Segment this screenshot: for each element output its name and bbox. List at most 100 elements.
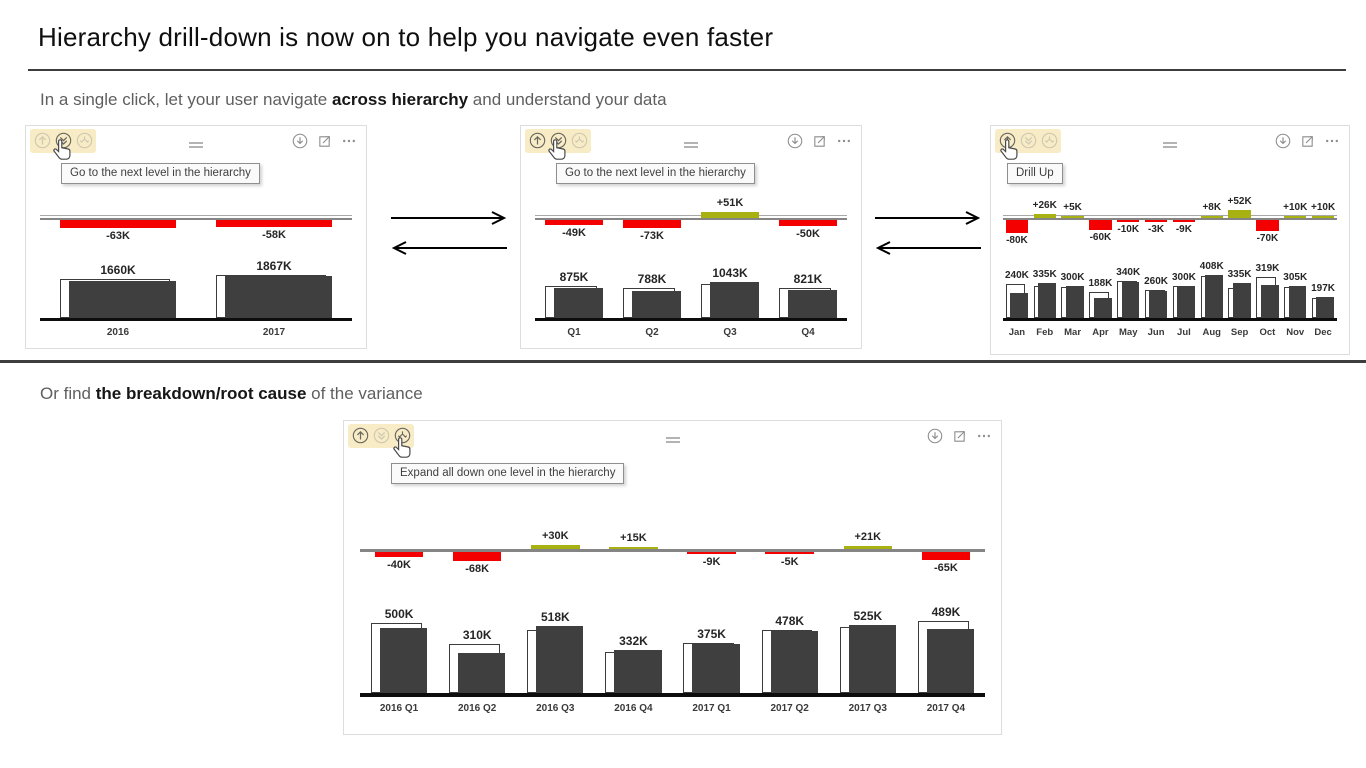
variance-bar[interactable] (701, 212, 759, 218)
more-options-icon[interactable] (1324, 133, 1340, 149)
circled-down-arrow-icon[interactable] (292, 133, 308, 149)
drag-handle-icon[interactable] (188, 136, 204, 154)
actual-bar[interactable] (1205, 275, 1223, 318)
focus-mode-icon[interactable] (952, 429, 967, 444)
focus-mode-icon[interactable] (812, 134, 827, 149)
variance-bar[interactable] (765, 552, 814, 554)
variance-label: +10K (1283, 202, 1308, 213)
variance-bar[interactable] (687, 552, 736, 554)
section-divider (0, 360, 1366, 363)
variance-bar[interactable] (216, 220, 332, 227)
expand-all-icon[interactable] (571, 132, 588, 149)
category-label: 2017 Q1 (692, 703, 731, 714)
actual-bar[interactable] (536, 626, 584, 693)
actual-bar[interactable] (1288, 286, 1307, 318)
more-options-icon[interactable] (341, 133, 357, 149)
variance-bar[interactable] (1061, 216, 1084, 218)
category-label: 2016 Q1 (379, 703, 419, 714)
variance-label: -60K (1089, 232, 1112, 243)
focus-mode-icon[interactable] (317, 134, 332, 149)
actual-bar[interactable] (692, 644, 740, 693)
expand-all-icon[interactable] (1041, 132, 1058, 149)
drill-down-icon[interactable] (1020, 132, 1037, 149)
drag-handle-icon[interactable] (1162, 136, 1178, 154)
actual-bar[interactable] (1260, 285, 1279, 318)
drill-up-icon[interactable] (352, 427, 369, 444)
drill-down-icon[interactable] (373, 427, 390, 444)
actual-bar[interactable] (1065, 286, 1084, 318)
actual-bar[interactable] (788, 290, 837, 318)
variance-bar[interactable] (1228, 210, 1251, 218)
drag-handle-icon[interactable] (665, 431, 681, 449)
variance-bar[interactable] (1284, 216, 1307, 218)
value-label: 260K (1144, 276, 1169, 287)
variance-bar[interactable] (843, 546, 893, 549)
actual-bar[interactable] (614, 650, 662, 693)
hand-cursor-icon (547, 138, 568, 168)
variance-label: -9K (702, 556, 721, 568)
variance-bar[interactable] (60, 220, 176, 228)
more-options-icon[interactable] (836, 133, 852, 149)
variance-bar[interactable] (545, 220, 603, 225)
circled-down-arrow-icon[interactable] (787, 133, 803, 149)
variance-bar[interactable] (531, 545, 580, 549)
tooltip: Expand all down one level in the hierarc… (391, 463, 625, 484)
expand-all-icon[interactable] (76, 132, 93, 149)
actual-bar[interactable] (554, 288, 603, 318)
variance-bar[interactable] (1172, 220, 1196, 222)
variance-label: -80K (1006, 235, 1028, 246)
actual-bar[interactable] (1232, 283, 1251, 318)
title-divider (28, 69, 1346, 71)
actual-bar[interactable] (710, 282, 759, 318)
circled-down-arrow-icon[interactable] (927, 428, 943, 444)
variance-bar[interactable] (1089, 220, 1112, 230)
variance-bar[interactable] (452, 552, 502, 561)
variance-bar[interactable] (779, 220, 837, 226)
actual-bar[interactable] (1121, 282, 1140, 318)
category-label: Nov (1286, 327, 1305, 338)
variance-label: +10K (1310, 202, 1336, 213)
caption-text: of the variance (306, 384, 423, 403)
actual-bar[interactable] (69, 281, 176, 318)
drag-handle-icon[interactable] (683, 136, 699, 154)
actual-bar[interactable] (1177, 286, 1196, 318)
variance-label: +26K (1032, 200, 1057, 211)
variance-bar[interactable] (1005, 220, 1029, 233)
variance-bar[interactable] (1311, 216, 1335, 218)
actual-bar[interactable] (632, 291, 681, 318)
value-label: 478K (775, 614, 805, 628)
drill-up-icon[interactable] (529, 132, 546, 149)
variance-label: +51K (716, 197, 744, 209)
variance-label: +52K (1227, 196, 1252, 207)
drill-up-icon[interactable] (34, 132, 51, 149)
actual-bar[interactable] (926, 629, 975, 693)
category-label: 2016 Q2 (458, 703, 497, 714)
variance-bar[interactable] (1033, 214, 1056, 218)
variance-bar[interactable] (1144, 220, 1168, 222)
variance-bar[interactable] (609, 547, 658, 549)
focus-mode-icon[interactable] (1300, 134, 1315, 149)
panel-header (521, 126, 861, 156)
actual-bar[interactable] (770, 631, 818, 693)
category-label: Feb (1036, 327, 1054, 338)
actual-bar[interactable] (1093, 298, 1112, 318)
variance-bar[interactable] (1256, 220, 1279, 231)
actual-bar[interactable] (848, 625, 896, 693)
variance-bar[interactable] (374, 552, 424, 557)
variance-bar[interactable] (1200, 216, 1223, 218)
expand-all-icon[interactable] (394, 427, 411, 444)
actual-bar[interactable] (458, 653, 506, 693)
actual-bar[interactable] (1149, 291, 1168, 318)
variance-bar[interactable] (1117, 220, 1140, 222)
actual-bar[interactable] (379, 628, 428, 693)
hand-cursor-icon (999, 138, 1020, 168)
variance-bar[interactable] (921, 552, 971, 560)
actual-bar[interactable] (1316, 297, 1335, 318)
more-options-icon[interactable] (976, 428, 992, 444)
actual-bar[interactable] (1038, 283, 1056, 318)
variance-bar[interactable] (623, 220, 681, 228)
actual-bar[interactable] (1010, 293, 1029, 318)
circled-down-arrow-icon[interactable] (1275, 133, 1291, 149)
category-label: Oct (1259, 327, 1276, 338)
actual-bar[interactable] (225, 276, 332, 318)
